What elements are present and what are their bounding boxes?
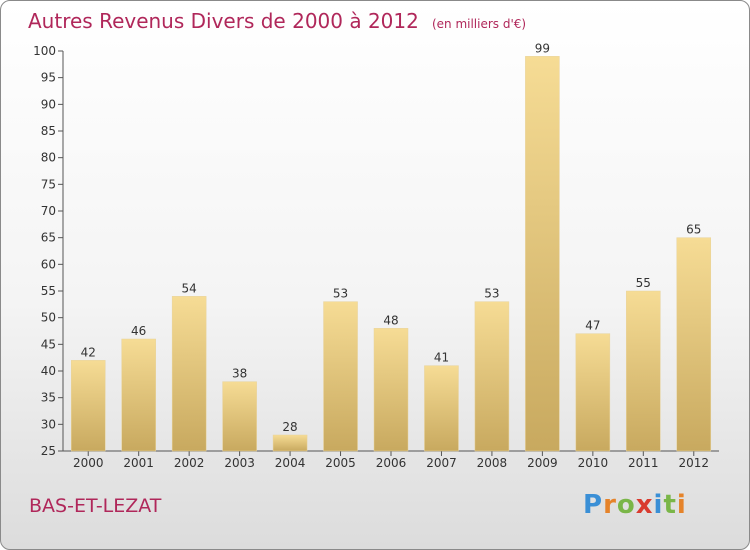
y-tick-label: 90 — [41, 97, 56, 111]
bar — [222, 381, 257, 452]
bar — [474, 301, 510, 452]
y-tick-label: 45 — [41, 337, 56, 351]
bar — [171, 296, 207, 452]
x-tick-label: 2003 — [224, 456, 255, 470]
y-tick-label: 80 — [41, 151, 56, 165]
y-tick-label: 65 — [41, 231, 56, 245]
bar — [525, 56, 560, 452]
bar-value-label: 47 — [585, 319, 600, 333]
y-tick-label: 100 — [33, 44, 56, 58]
logo-letter: i — [653, 490, 664, 520]
bar — [373, 328, 409, 452]
bar-value-label: 55 — [636, 276, 651, 290]
x-tick-label: 2004 — [275, 456, 306, 470]
bar — [424, 365, 459, 452]
x-tick-label: 2010 — [578, 456, 609, 470]
y-tick-label: 85 — [41, 124, 56, 138]
y-tick-label: 35 — [41, 391, 56, 405]
bar — [70, 360, 106, 452]
bar-value-label: 38 — [232, 367, 247, 381]
logo-letter: r — [603, 490, 617, 520]
x-tick-label: 2001 — [123, 456, 154, 470]
x-tick-label: 2008 — [477, 456, 508, 470]
x-tick-label: 2009 — [527, 456, 558, 470]
bar-value-label: 48 — [383, 313, 398, 327]
bar — [121, 338, 156, 452]
chart-title-text: Autres Revenus Divers de 2000 à 2012 — [28, 9, 419, 33]
y-axis: 25 30 35 40 45 50 55 60 65 70 75 80 85 90 95 100 — [33, 44, 64, 458]
x-tick-label: 2000 — [73, 456, 104, 470]
bar — [626, 290, 661, 452]
proxiti-logo[interactable]: Proxiti — [583, 490, 687, 520]
bar-value-label: 65 — [686, 223, 701, 237]
x-tick-label: 2012 — [678, 456, 709, 470]
bar — [676, 237, 712, 452]
x-tick-label: 2005 — [325, 456, 356, 470]
x-tick-label: 2007 — [426, 456, 457, 470]
logo-letter: P — [583, 490, 604, 520]
y-tick-label: 25 — [41, 444, 56, 458]
bar — [272, 434, 308, 452]
chart-title: Autres Revenus Divers de 2000 à 2012 (en… — [28, 9, 526, 33]
y-tick-label: 55 — [41, 284, 56, 298]
x-tick-label: 2002 — [174, 456, 205, 470]
logo-letter: t — [663, 490, 677, 520]
bar-value-label: 41 — [434, 351, 449, 365]
y-tick-label: 95 — [41, 71, 56, 85]
x-axis: 2000 2001 2002 2003 2004 2005 2006 2007 2008 2009… — [63, 450, 719, 470]
y-tick-label: 40 — [41, 364, 56, 378]
bar-value-label: 53 — [484, 287, 499, 301]
bar-value-label: 99 — [535, 41, 550, 55]
y-tick-label: 60 — [41, 257, 56, 271]
bar-value-label: 28 — [282, 420, 297, 434]
bar-value-label: 42 — [81, 345, 96, 359]
y-tick-label: 50 — [41, 311, 56, 325]
logo-letter: i — [676, 490, 687, 520]
x-tick-label: 2011 — [628, 456, 659, 470]
x-tick-label: 2006 — [376, 456, 407, 470]
logo-letter: o — [616, 490, 636, 520]
chart-unit: (en milliers d'€) — [431, 17, 527, 31]
logo-letter: x — [635, 490, 654, 520]
y-tick-label: 75 — [41, 177, 56, 191]
bar — [575, 333, 611, 452]
bars: 42 46 54 38 28 53 48 41 53 99 47 55 65 — [70, 41, 712, 452]
bar-value-label: 46 — [131, 324, 146, 338]
place-name: BAS-ET-LEZAT — [29, 495, 162, 517]
y-tick-label: 70 — [41, 204, 56, 218]
bar-value-label: 53 — [333, 287, 348, 301]
bar — [323, 301, 358, 452]
bar-value-label: 54 — [182, 281, 197, 295]
y-tick-label: 30 — [41, 417, 56, 431]
